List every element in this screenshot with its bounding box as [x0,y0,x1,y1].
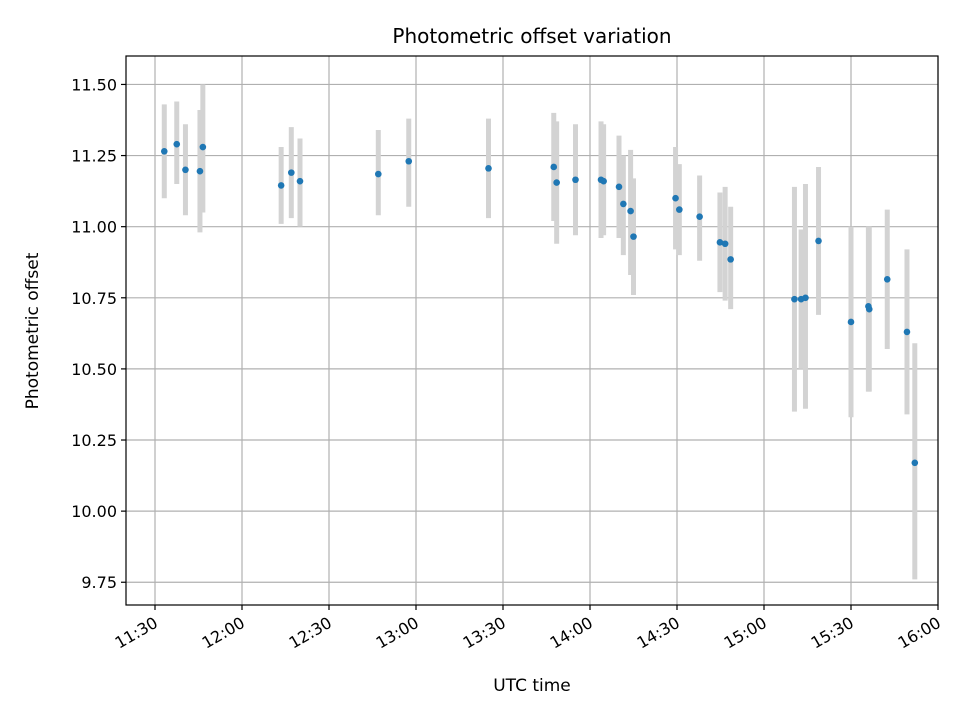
data-point [485,165,492,172]
y-tick-label: 11.00 [71,218,117,237]
data-point [173,140,181,148]
data-point [199,143,207,151]
y-tick-label: 10.25 [71,431,117,450]
plot-frame [125,55,939,606]
data-point [696,213,703,221]
data-point [802,294,809,302]
data-point [620,200,627,208]
y-axis: 9.75 10.00 10.25 10.50 10.75 11.00 11.25 11.50 [71,75,126,592]
data-point [196,167,204,175]
y-tick-label: 10.75 [71,289,117,308]
y-tick-label: 10.50 [71,360,117,379]
data-point [716,239,724,246]
data-point [815,237,822,245]
data-point [405,157,413,165]
data-point [182,166,189,174]
chart-title: Photometric offset variation [392,24,671,48]
data-point [615,183,623,191]
data-points [160,140,919,467]
y-tick-label: 10.00 [71,502,117,521]
data-point [847,318,855,326]
data-point [727,256,734,263]
data-point [550,163,558,171]
data-point [553,179,560,186]
data-point [627,207,634,215]
data-point [721,240,729,248]
data-point [630,233,637,240]
data-point [600,177,607,185]
data-point [160,147,168,155]
y-tick-label: 11.25 [71,147,117,166]
data-point [672,194,679,202]
data-point [865,305,873,313]
y-tick-label: 9.75 [81,573,117,592]
data-point [676,206,683,213]
data-point [288,169,295,176]
data-point [277,182,285,189]
x-axis-title: UTC time [493,676,571,696]
y-axis-title: Photometric offset [23,252,43,409]
plot-area [126,56,938,605]
data-point [296,177,304,185]
y-tick-label: 11.50 [71,75,117,94]
data-point [791,295,798,303]
data-point [903,328,911,336]
data-point [375,170,382,178]
data-point [883,275,891,283]
data-point [911,459,919,467]
data-point [572,176,579,184]
